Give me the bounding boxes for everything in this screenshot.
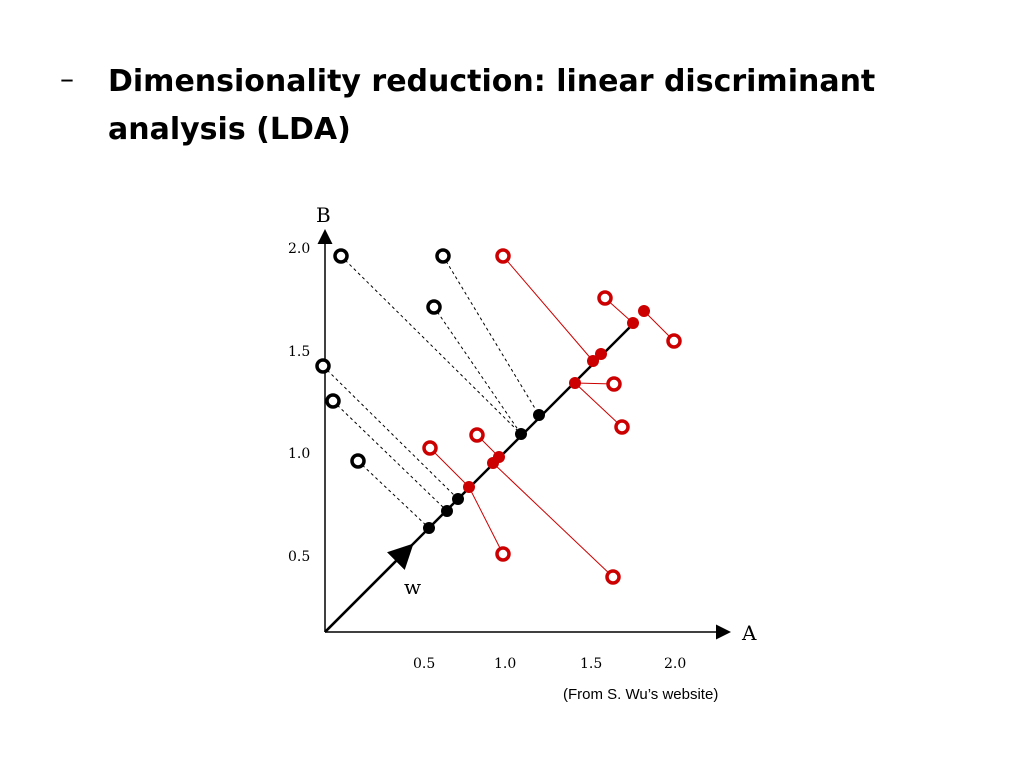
projected-point-class2 xyxy=(638,305,650,317)
y-axis-label: B xyxy=(316,203,331,227)
data-point-class2 xyxy=(606,376,622,392)
projection-line-class1 xyxy=(332,400,448,512)
data-point-class2 xyxy=(614,419,630,435)
x-tick-label: 1.5 xyxy=(580,656,602,672)
y-tick-label: 0.5 xyxy=(288,549,310,565)
x-tick-label: 2.0 xyxy=(664,656,686,672)
class1-projected-points xyxy=(423,409,545,534)
class2-points xyxy=(422,248,682,585)
data-point-class1 xyxy=(325,393,341,409)
projected-point-class1 xyxy=(441,505,453,517)
bullet-dash: – xyxy=(60,62,74,95)
projection-line-class1 xyxy=(322,365,459,500)
projection-line-class2 xyxy=(492,462,614,578)
class1-projection-lines xyxy=(322,255,540,529)
data-point-class2 xyxy=(597,290,613,306)
w-vector-label: w xyxy=(404,575,421,599)
projection-line-class2 xyxy=(574,382,623,428)
projection-line-class2 xyxy=(502,255,594,362)
x-axis-label: A xyxy=(741,621,757,645)
projected-point-class2 xyxy=(493,451,505,463)
projection-line-class1 xyxy=(433,306,522,435)
class2-projection-lines xyxy=(429,255,675,578)
projected-point-class1 xyxy=(533,409,545,421)
projection-line-class1 xyxy=(442,255,540,416)
w-vector-arrow xyxy=(324,543,414,633)
projected-point-class2 xyxy=(595,348,607,360)
class1-points xyxy=(315,248,451,469)
projected-point-class2 xyxy=(627,317,639,329)
projected-point-class1 xyxy=(452,493,464,505)
data-point-class2 xyxy=(495,248,511,264)
projection-line-class2 xyxy=(429,447,470,488)
y-tick-label: 1.5 xyxy=(288,344,310,360)
projection-line-class1 xyxy=(357,460,430,529)
data-point-class1 xyxy=(435,248,451,264)
data-point-class1 xyxy=(333,248,349,264)
projected-point-class2 xyxy=(569,377,581,389)
data-point-class2 xyxy=(666,333,682,349)
x-tick-label: 1.0 xyxy=(494,656,516,672)
data-point-class2 xyxy=(605,569,621,585)
source-credit: (From S. Wu’s website) xyxy=(563,686,718,703)
x-tick-label: 0.5 xyxy=(413,656,435,672)
data-point-class2 xyxy=(469,427,485,443)
data-point-class1 xyxy=(315,358,331,374)
class2-projected-points xyxy=(463,305,650,493)
projection-line-class1 xyxy=(340,255,522,435)
projected-point-class1 xyxy=(515,428,527,440)
slide-title: Dimensionality reduction: linear discrim… xyxy=(108,64,876,147)
data-point-class2 xyxy=(495,546,511,562)
projection-line-class2 xyxy=(468,486,504,555)
data-point-class2 xyxy=(422,440,438,456)
projected-point-class2 xyxy=(587,355,599,367)
projected-point-class2 xyxy=(463,481,475,493)
projected-point-class1 xyxy=(423,522,435,534)
y-tick-label: 2.0 xyxy=(288,241,310,257)
data-point-class1 xyxy=(350,453,366,469)
y-tick-label: 1.0 xyxy=(288,446,310,462)
data-point-class1 xyxy=(426,299,442,315)
